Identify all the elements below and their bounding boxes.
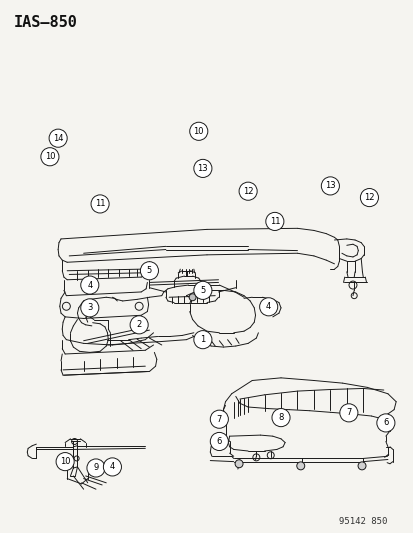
Text: 10: 10 xyxy=(60,457,70,466)
Text: 6: 6 xyxy=(382,418,388,427)
Text: 8: 8 xyxy=(278,413,283,422)
Circle shape xyxy=(91,195,109,213)
Circle shape xyxy=(140,262,158,280)
Circle shape xyxy=(49,129,67,147)
Text: 10: 10 xyxy=(193,127,204,136)
Circle shape xyxy=(56,453,74,471)
Circle shape xyxy=(193,281,211,300)
Text: 7: 7 xyxy=(345,408,351,417)
Text: 13: 13 xyxy=(197,164,208,173)
Text: 10: 10 xyxy=(45,152,55,161)
Circle shape xyxy=(259,298,277,316)
Text: 5: 5 xyxy=(147,266,152,275)
Circle shape xyxy=(189,122,207,140)
Circle shape xyxy=(359,189,377,207)
Text: 4: 4 xyxy=(266,302,271,311)
Circle shape xyxy=(265,212,283,230)
Circle shape xyxy=(81,276,99,294)
Text: 11: 11 xyxy=(269,217,280,226)
Text: 95142 850: 95142 850 xyxy=(338,517,387,526)
Circle shape xyxy=(357,462,365,470)
Text: 13: 13 xyxy=(324,181,335,190)
Text: 2: 2 xyxy=(136,320,141,329)
Circle shape xyxy=(210,432,228,450)
Circle shape xyxy=(189,294,196,301)
Text: 12: 12 xyxy=(363,193,374,202)
Circle shape xyxy=(41,148,59,166)
Circle shape xyxy=(103,458,121,476)
Circle shape xyxy=(87,459,105,477)
Text: 4: 4 xyxy=(109,463,115,471)
Circle shape xyxy=(210,410,228,428)
Text: 9: 9 xyxy=(93,464,98,472)
Circle shape xyxy=(320,177,339,195)
Circle shape xyxy=(193,330,211,349)
Text: 7: 7 xyxy=(216,415,221,424)
Text: 14: 14 xyxy=(53,134,63,143)
Circle shape xyxy=(271,409,290,427)
Circle shape xyxy=(296,462,304,470)
Circle shape xyxy=(81,299,99,317)
Text: IAS–850: IAS–850 xyxy=(14,14,77,30)
Text: 6: 6 xyxy=(216,437,221,446)
Circle shape xyxy=(193,159,211,177)
Circle shape xyxy=(130,316,148,334)
Text: 12: 12 xyxy=(242,187,253,196)
Circle shape xyxy=(235,460,242,468)
Text: 5: 5 xyxy=(200,286,205,295)
Circle shape xyxy=(238,182,256,200)
Text: 3: 3 xyxy=(87,303,92,312)
Text: 4: 4 xyxy=(87,280,92,289)
Text: 1: 1 xyxy=(200,335,205,344)
Circle shape xyxy=(376,414,394,432)
Circle shape xyxy=(339,404,357,422)
Text: 11: 11 xyxy=(95,199,105,208)
